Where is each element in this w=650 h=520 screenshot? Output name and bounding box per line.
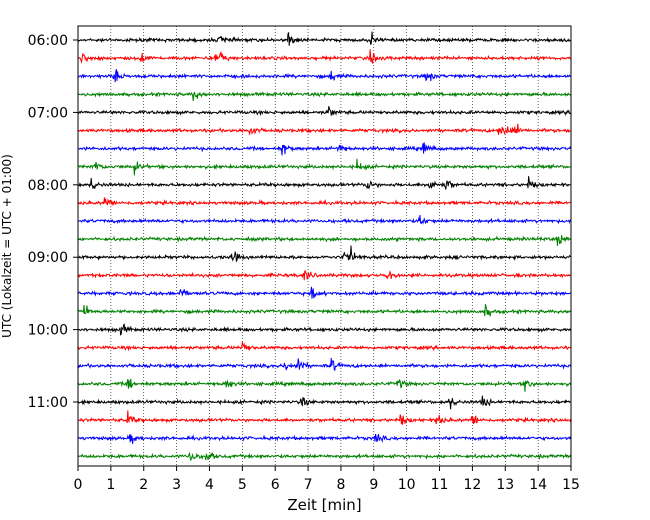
trace-0745 <box>77 158 571 176</box>
trace-0600 <box>77 31 571 46</box>
y-tick-label: 10:00 <box>28 323 68 339</box>
x-tick-label: 3 <box>172 477 181 493</box>
x-tick-label: 13 <box>496 477 514 493</box>
trace-0830 <box>77 214 572 225</box>
y-tick-label: 08:00 <box>28 178 68 194</box>
trace-1100 <box>77 395 571 410</box>
x-tick-label: 10 <box>398 477 416 493</box>
trace-0800 <box>77 176 571 190</box>
trace-0900 <box>77 245 571 263</box>
x-axis-label: Zeit [min] <box>287 496 361 514</box>
trace-0615 <box>77 49 571 64</box>
trace-1045 <box>77 378 572 392</box>
trace-0715 <box>77 123 571 136</box>
x-tick-label: 4 <box>205 477 214 493</box>
x-tick-label: 0 <box>74 477 83 493</box>
x-tick-label: 12 <box>463 477 481 493</box>
x-tick-label: 9 <box>369 477 378 493</box>
trace-0700 <box>77 106 572 117</box>
x-tick-label: 15 <box>562 477 580 493</box>
y-tick-label: 09:00 <box>28 250 68 266</box>
trace-0845 <box>77 235 571 246</box>
trace-1000 <box>77 323 572 336</box>
y-tick-label: 06:00 <box>28 33 68 49</box>
trace-1145 <box>77 451 572 461</box>
trace-1130 <box>77 433 572 444</box>
plot-frame <box>77 25 572 467</box>
trace-0945 <box>77 304 571 317</box>
x-tick-label: 11 <box>431 477 449 493</box>
x-tick-label: 14 <box>529 477 547 493</box>
x-tick-label: 2 <box>139 477 148 493</box>
x-tick-label: 8 <box>336 477 345 493</box>
x-tick-label: 5 <box>238 477 247 493</box>
trace-1015 <box>77 341 571 352</box>
seismic-traces <box>77 31 572 461</box>
vertical-grid <box>110 26 539 466</box>
y-axis-label: UTC (Lokalzeit = UTC + 01:00) <box>0 154 14 338</box>
trace-0630 <box>77 69 572 83</box>
trace-1115 <box>78 410 572 425</box>
trace-0815 <box>77 197 571 207</box>
y-tick-label: 07:00 <box>28 105 68 121</box>
trace-1030 <box>77 357 572 372</box>
trace-0915 <box>77 269 571 281</box>
trace-0645 <box>77 90 571 101</box>
trace-0930 <box>77 286 571 299</box>
x-tick-label: 7 <box>304 477 313 493</box>
x-tick-label: 6 <box>271 477 280 493</box>
y-axis-ticks: 06:00 07:00 08:00 09:00 10:00 11:00 <box>28 33 78 411</box>
trace-0730 <box>78 142 572 156</box>
x-axis-ticks: 0 1 2 3 4 5 6 7 8 9 10 11 12 13 14 15 <box>74 466 580 493</box>
x-tick-label: 1 <box>106 477 115 493</box>
y-tick-label: 11:00 <box>28 395 68 411</box>
